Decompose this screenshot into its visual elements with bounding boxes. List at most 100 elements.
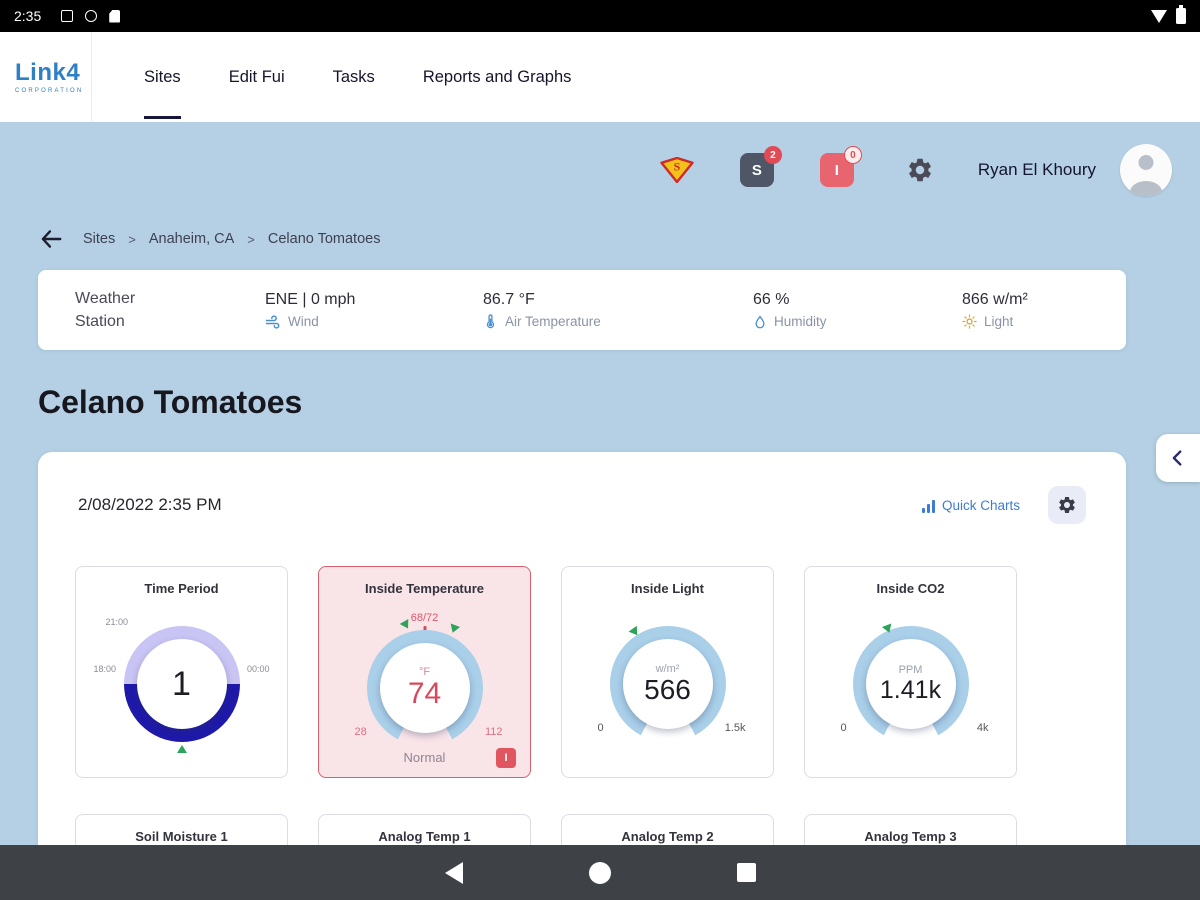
svg-text:S: S xyxy=(674,160,681,174)
logo-subtitle: CORPORATION xyxy=(15,87,84,94)
nav-item-edit-fui[interactable]: Edit Fui xyxy=(228,67,285,86)
weather-metric-wind: ENE | 0 mph Wind xyxy=(265,291,483,330)
battery-icon xyxy=(1176,5,1186,24)
thermometer-icon xyxy=(483,314,498,329)
gauge-title: Analog Temp 1 xyxy=(378,829,471,844)
user-name[interactable]: Ryan El Khoury xyxy=(977,160,1096,179)
breadcrumb-separator: > xyxy=(128,231,136,247)
sim-card-icon xyxy=(109,9,121,23)
wind-icon xyxy=(265,314,281,330)
sun-icon xyxy=(962,314,977,329)
gauge-max-label: 4k xyxy=(976,722,989,734)
light-value: 866 w/m² xyxy=(962,291,1028,308)
air-temperature-label: Air Temperature xyxy=(505,314,601,329)
gauge-marker-icon xyxy=(447,623,460,635)
android-status-bar: 2:35 xyxy=(0,0,1200,32)
gauge-value: 566 xyxy=(644,673,691,705)
gauge-label-1800: 18:00 xyxy=(93,664,117,674)
gauge-title: Soil Moisture 1 xyxy=(135,829,228,844)
gauge-value: 74 xyxy=(407,676,442,710)
gauge-title: Inside Light xyxy=(631,581,704,596)
dashboard-timestamp: 2/08/2022 2:35 PM xyxy=(78,495,222,514)
nav-item-sites[interactable]: Sites xyxy=(144,32,181,122)
wind-label: Wind xyxy=(288,314,319,329)
android-navigation-bar xyxy=(0,845,1200,900)
gauge-value: 1.41k xyxy=(879,675,942,704)
gauge-label-0000: 00:00 xyxy=(246,664,270,674)
alert-badge[interactable]: I xyxy=(496,748,516,768)
settings-gear-icon[interactable] xyxy=(906,156,934,184)
gauge-min-label: 0 xyxy=(840,722,847,734)
back-arrow-icon[interactable] xyxy=(38,226,64,252)
humidity-icon xyxy=(753,315,767,329)
nav-item-tasks[interactable]: Tasks xyxy=(332,67,375,86)
weather-station-card: Weather Station ENE | 0 mph Wind 86.7 °F… xyxy=(38,270,1126,350)
gear-icon xyxy=(1059,497,1075,513)
breadcrumb: Sites > Anaheim, CA > Celano Tomatoes xyxy=(38,226,1162,252)
gauge-value: 1 xyxy=(172,664,191,703)
wifi-icon xyxy=(1151,9,1167,23)
i-notification-button[interactable]: I 0 xyxy=(819,146,862,187)
gauge-title: Inside CO2 xyxy=(876,581,945,596)
gauge-card-analog-temp-2[interactable]: Analog Temp 2 xyxy=(561,814,774,845)
timer-icon xyxy=(85,10,98,22)
avatar[interactable] xyxy=(1120,144,1172,196)
dashboard-settings-button[interactable] xyxy=(1048,486,1086,524)
gauge-card-analog-temp-3[interactable]: Analog Temp 3 xyxy=(804,814,1017,845)
quick-charts-link[interactable]: Quick Charts xyxy=(921,497,1020,513)
breadcrumb-separator: > xyxy=(247,231,255,247)
gauge-label-2100: 21:00 xyxy=(105,617,129,627)
s-badge-label: S xyxy=(751,161,762,179)
gauge-unit: PPM xyxy=(898,664,923,677)
wind-value: ENE | 0 mph xyxy=(265,290,356,308)
i-badge-label: I xyxy=(834,161,839,179)
inside-light-gauge: w/m² 566 0 1.5k xyxy=(598,625,746,742)
home-button[interactable] xyxy=(588,861,611,884)
status-left-icons xyxy=(61,9,121,23)
gauge-max-label: 112 xyxy=(484,726,503,738)
air-temperature-value: 86.7 °F xyxy=(483,291,535,308)
back-button[interactable] xyxy=(444,861,463,884)
gauge-card-inside-light[interactable]: Inside Light w/m² 566 0 1.5k xyxy=(561,566,774,778)
gauge-row: Time Period 1 21:00 18:00 00:00 Inside xyxy=(75,566,1086,778)
gauge-title: Time Period xyxy=(144,581,219,596)
gauge-card-soil-moisture-1[interactable]: Soil Moisture 1 xyxy=(75,814,288,845)
nav-menu: Sites Edit Fui Tasks Reports and Graphs xyxy=(144,32,571,122)
breadcrumb-anaheim[interactable]: Anaheim, CA xyxy=(148,231,235,247)
collapse-panel-button[interactable] xyxy=(1156,434,1200,482)
gauge-card-inside-co2[interactable]: Inside CO2 PPM 1.41k 0 4k xyxy=(804,566,1017,778)
weather-metric-air-temperature: 86.7 °F Air Temperature xyxy=(483,291,753,329)
humidity-label: Humidity xyxy=(774,314,827,329)
breadcrumb-sites[interactable]: Sites xyxy=(83,231,116,247)
gauge-max-label: 1.5k xyxy=(724,722,746,734)
gauge-title: Analog Temp 3 xyxy=(864,829,957,844)
page-content: S S 2 I 0 Ryan El Khoury xyxy=(0,122,1200,845)
nav-item-reports-and-graphs[interactable]: Reports and Graphs xyxy=(422,67,572,86)
chevron-left-icon xyxy=(1172,450,1182,466)
gauge-unit: w/m² xyxy=(655,662,680,675)
screenshot-icon xyxy=(61,10,74,22)
top-navigation: Link4 CORPORATION Sites Edit Fui Tasks R… xyxy=(0,32,1200,122)
quick-charts-label: Quick Charts xyxy=(941,497,1020,513)
dashboard-card: 2/08/2022 2:35 PM Quick Charts xyxy=(38,452,1126,845)
gauge-card-analog-temp-1[interactable]: Analog Temp 1 xyxy=(318,814,531,845)
superman-badge-icon[interactable]: S xyxy=(660,157,694,183)
s-badge-count: 2 xyxy=(763,146,782,164)
avatar-head-icon xyxy=(1138,155,1154,170)
time-period-gauge: 1 21:00 18:00 00:00 xyxy=(94,617,270,753)
gauge-min-label: 28 xyxy=(354,726,367,738)
recents-button[interactable] xyxy=(736,863,756,882)
gauge-title: Inside Temperature xyxy=(365,581,484,596)
link4-logo[interactable]: Link4 CORPORATION xyxy=(0,32,92,122)
gauge-title: Analog Temp 2 xyxy=(621,829,714,844)
gauge-marker-icon xyxy=(176,745,187,753)
gauge-card-time-period[interactable]: Time Period 1 21:00 18:00 00:00 xyxy=(75,566,288,778)
humidity-value: 66 % xyxy=(753,291,790,308)
s-notification-button[interactable]: S 2 xyxy=(739,146,782,187)
breadcrumb-celano-tomatoes: Celano Tomatoes xyxy=(267,231,381,247)
header-row: S S 2 I 0 Ryan El Khoury xyxy=(38,144,1172,196)
gauge-card-inside-temperature[interactable]: Inside Temperature 68/72 °F 74 28 112 xyxy=(318,566,531,778)
gauge-unit: °F xyxy=(418,665,431,678)
bar-chart-icon xyxy=(921,499,935,513)
